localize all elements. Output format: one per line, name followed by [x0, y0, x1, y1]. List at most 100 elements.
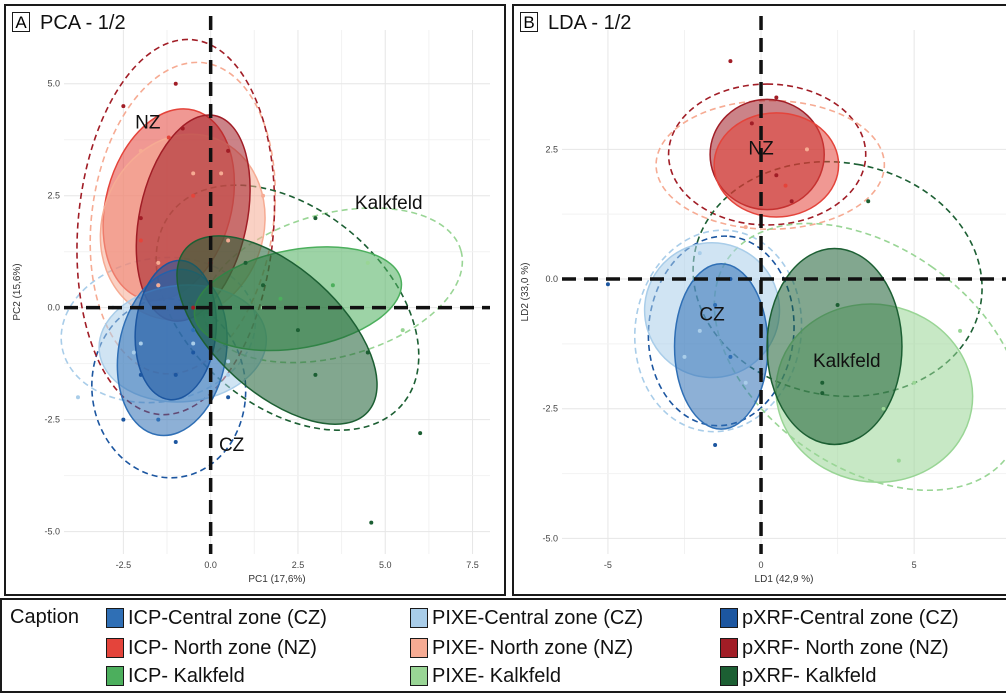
legend-swatch: [720, 608, 738, 628]
pca-ytick-label: 0.0: [47, 303, 60, 313]
legend-item: pXRF- Kalkfeld: [720, 664, 877, 688]
pca-xtick-label: 2.5: [292, 560, 305, 570]
lda-point-pixe_cz: [743, 380, 748, 385]
lda-chart: -5 0 5 -5.0 -2.5 0.0 2.5 LD1 (42,9 %) LD2 (33,0 …: [520, 16, 1006, 585]
pca-point-pixe_nz: [226, 238, 231, 243]
pca-point-icp_nz: [166, 135, 171, 140]
lda-ellipse-pxrf_kalk: [766, 247, 903, 446]
pca-xtick-label: 0.0: [204, 560, 217, 570]
lda-point-pixe_kalk: [896, 458, 901, 463]
pca-point-pxrf_kalk: [295, 328, 300, 333]
lda-point-pixe_nz: [743, 225, 748, 230]
pca-y-axis-label: PC2 (15,6%): [12, 263, 23, 320]
lda-point-pxrf_cz: [605, 282, 610, 287]
legend-item: PIXE- Kalkfeld: [410, 664, 561, 688]
legend-swatch: [106, 608, 124, 628]
pca-point-pixe_nz: [156, 283, 161, 288]
legend-item: ICP- North zone (NZ): [106, 636, 317, 660]
lda-point-pxrf_kalk: [866, 199, 871, 204]
pca-point-pxrf_cz: [121, 417, 126, 422]
legend-item: ICP-Central zone (CZ): [106, 606, 327, 630]
legend-item: PIXE- North zone (NZ): [410, 636, 633, 660]
pca-point-pixe_nz: [261, 193, 266, 198]
pca-point-pixe_nz: [156, 260, 161, 265]
lda-dashed-ellipse-pxrf_nz: [667, 83, 867, 226]
pca-point-pxrf_kalk: [243, 260, 248, 265]
pca-point-pxrf_cz: [173, 440, 178, 445]
lda-point-pxrf_cz: [713, 443, 718, 448]
pca-dashed-ellipse-pixe_nz: [89, 61, 277, 375]
pca-point-icp_kalk: [278, 296, 283, 301]
lda-point-pxrf_kalk: [820, 391, 825, 396]
pca-point-pixe_nz: [219, 171, 224, 176]
pca-point-pxrf_cz: [191, 350, 196, 355]
pca-ellipse-pxrf_kalk: [176, 235, 378, 425]
lda-point-pxrf_nz: [774, 173, 779, 178]
pca-point-pixe_cz: [226, 372, 231, 377]
pca-point-icp_kalk: [330, 283, 335, 288]
pca-point-pxrf_cz: [138, 372, 143, 377]
pca-point-pixe_cz: [131, 350, 136, 355]
lda-ytick-label: 0.0: [545, 274, 558, 284]
pca-point-pxrf_cz: [173, 372, 178, 377]
lda-point-pxrf_nz: [728, 59, 733, 64]
legend-swatch: [410, 608, 428, 628]
legend-label: pXRF- North zone (NZ): [742, 636, 949, 659]
pca-ytick-label: 2.5: [47, 191, 60, 201]
lda-x-axis-label: LD1 (42,9 %): [755, 574, 814, 585]
legend-swatch: [106, 666, 124, 686]
pca-point-pixe_nz: [138, 148, 143, 153]
legend-label: ICP- Kalkfeld: [128, 664, 245, 687]
lda-group-label: NZ: [748, 139, 774, 160]
lda-title: LDA - 1/2: [548, 12, 632, 34]
pca-point-pixe_kalk: [365, 260, 370, 265]
pca-point-pixe_cz: [191, 341, 196, 346]
legend-caption: Caption: [10, 606, 79, 628]
legend-item: pXRF- North zone (NZ): [720, 636, 949, 660]
pca-point-pxrf_nz: [138, 216, 143, 221]
lda-point-icp_nz: [783, 183, 788, 188]
pca-point-pixe_kalk: [295, 260, 300, 265]
pca-group-label: Kalkfeld: [355, 193, 423, 214]
lda-point-pixe_kalk: [881, 406, 886, 411]
pca-xtick-label: 7.5: [466, 560, 479, 570]
pca-point-pxrf_kalk: [313, 372, 318, 377]
legend-item: ICP- Kalkfeld: [106, 664, 245, 688]
pca-point-icp_cz: [191, 328, 196, 333]
lda-ytick-label: -2.5: [542, 404, 558, 414]
lda-ellipse-icp_nz: [713, 112, 840, 218]
legend-swatch: [720, 666, 738, 686]
pca-xtick-label: -2.5: [116, 560, 132, 570]
pca-point-pxrf_nz: [191, 305, 196, 310]
pca-ytick-label: 5.0: [47, 79, 60, 89]
panel-letter-b: B: [520, 12, 538, 32]
lda-point-pixe_kalk: [958, 328, 963, 333]
pca-point-pxrf_nz: [226, 148, 231, 153]
pca-x-axis-label: PC1 (17,6%): [248, 574, 305, 585]
pca-ytick-label: -2.5: [44, 415, 60, 425]
pca-point-pxrf_kalk: [369, 520, 374, 525]
legend-item: PIXE-Central zone (CZ): [410, 606, 643, 630]
lda-xtick-label: 5: [912, 560, 917, 570]
pca-point-pxrf_kalk: [261, 283, 266, 288]
lda-point-pixe_cz: [697, 328, 702, 333]
lda-point-icp_cz: [728, 354, 733, 359]
pca-point-icp_nz: [138, 238, 143, 243]
lda-xtick-label: 0: [759, 560, 764, 570]
pca-point-pxrf_kalk: [418, 431, 423, 436]
lda-point-pxrf_kalk: [835, 302, 840, 307]
legend-label: PIXE- North zone (NZ): [432, 636, 634, 659]
pca-point-pixe_nz: [191, 171, 196, 176]
pca-point-pixe_cz: [138, 341, 143, 346]
pca-title: PCA - 1/2: [40, 12, 126, 34]
lda-ytick-label: -5.0: [542, 533, 558, 543]
legend-item: pXRF-Central zone (CZ): [720, 606, 959, 630]
legend-label: pXRF-Central zone (CZ): [742, 606, 959, 629]
pca-point-icp_cz: [156, 417, 161, 422]
pca-point-pxrf_kalk: [313, 216, 318, 221]
pca-point-pxrf_kalk: [365, 350, 370, 355]
legend-label: ICP- North zone (NZ): [128, 636, 317, 659]
lda-group-label: Kalkfeld: [813, 351, 881, 372]
pca-point-icp_nz: [191, 193, 196, 198]
lda-point-pixe_kalk: [850, 354, 855, 359]
